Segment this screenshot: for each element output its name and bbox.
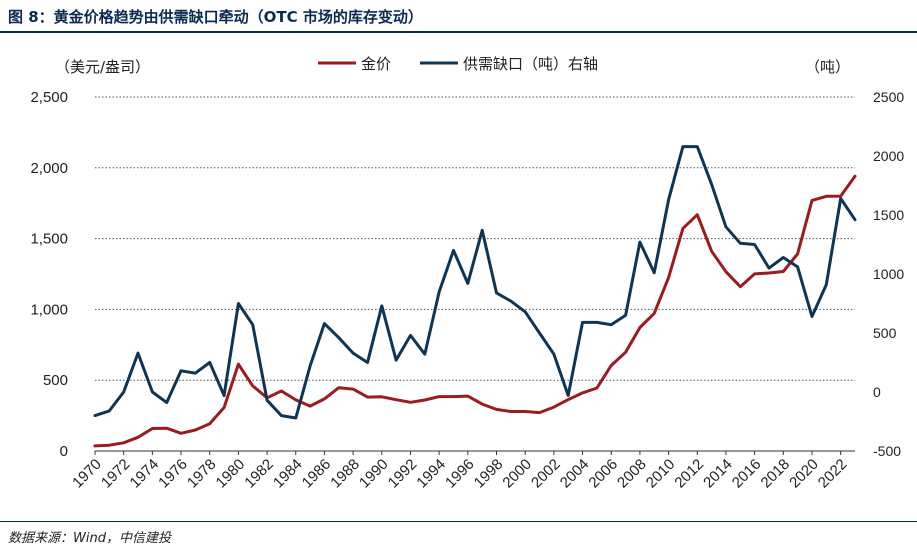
x-tick-label: 2002 xyxy=(528,456,564,492)
x-tick-label: 1980 xyxy=(213,456,249,492)
x-tick-label: 1994 xyxy=(413,456,449,492)
legend-label: 金价 xyxy=(361,55,391,73)
x-tick-label: 1986 xyxy=(299,456,335,492)
left-tick-label: 500 xyxy=(43,372,68,389)
x-tick-label: 1976 xyxy=(155,456,191,492)
left-tick-label: 1,500 xyxy=(30,231,68,248)
title-divider xyxy=(0,31,917,33)
x-tick-label: 1996 xyxy=(442,456,478,492)
right-axis-ticks: -500 0 500 1000 1500 2000 2500 xyxy=(873,89,904,459)
x-tick-label: 1998 xyxy=(471,456,507,492)
right-tick-label: 2500 xyxy=(873,89,904,105)
x-tick-label: 2020 xyxy=(786,456,822,492)
right-tick-label: 1500 xyxy=(873,207,904,223)
left-axis-unit: （美元/盎司） xyxy=(55,58,150,76)
x-tick-label: 1972 xyxy=(98,456,134,492)
x-tick-label: 1974 xyxy=(127,456,163,492)
x-tick-label: 2004 xyxy=(557,456,593,492)
x-tick-label: 2016 xyxy=(729,456,765,492)
left-tick-label: 2,500 xyxy=(30,89,68,106)
x-axis-ticks: 1970197219741976197819801982198419861988… xyxy=(69,451,850,491)
right-axis-unit: （吨） xyxy=(805,58,850,76)
right-tick-label: 2000 xyxy=(873,148,904,164)
figure-title: 图 8：黄金价格趋势由供需缺口牵动（OTC 市场的库存变动） xyxy=(8,8,423,26)
gold-price-line xyxy=(93,174,857,448)
x-tick-label: 2018 xyxy=(758,456,794,492)
source-note: 数据来源：Wind，中信建投 xyxy=(8,531,171,546)
legend-label: 供需缺口（吨）右轴 xyxy=(463,55,598,73)
dual-axis-line-chart: 0 500 1,000 1,500 2,000 2,500 -500 0 500 1000 150… xyxy=(30,55,904,491)
legend: 金价 供需缺口（吨）右轴 xyxy=(318,55,598,73)
x-tick-label: 2022 xyxy=(815,456,851,492)
x-tick-label: 2000 xyxy=(499,456,535,492)
series-lines xyxy=(93,145,857,448)
x-tick-label: 2010 xyxy=(643,456,679,492)
x-tick-label: 1992 xyxy=(385,456,421,492)
x-tick-label: 1984 xyxy=(270,456,306,492)
x-tick-label: 1982 xyxy=(241,456,277,492)
x-tick-label: 2006 xyxy=(585,456,621,492)
left-tick-label: 2,000 xyxy=(30,160,68,177)
x-tick-label: 1990 xyxy=(356,456,392,492)
right-tick-label: 1000 xyxy=(873,266,904,282)
right-tick-label: 500 xyxy=(873,325,897,341)
footer-divider xyxy=(0,521,917,522)
x-tick-label: 2012 xyxy=(671,456,707,492)
left-axis-ticks: 0 500 1,000 1,500 2,000 2,500 xyxy=(30,89,68,460)
left-tick-label: 1,000 xyxy=(30,301,68,318)
supply-gap-line xyxy=(93,145,857,420)
right-tick-label: -500 xyxy=(873,443,901,459)
gridlines xyxy=(95,96,855,381)
x-tick-label: 1988 xyxy=(327,456,363,492)
x-tick-label: 1978 xyxy=(184,456,220,492)
x-tick-label: 2014 xyxy=(700,456,736,492)
x-tick-label: 1970 xyxy=(69,456,105,492)
right-tick-label: 0 xyxy=(873,384,881,400)
x-tick-label: 2008 xyxy=(614,456,650,492)
left-tick-label: 0 xyxy=(60,443,68,460)
